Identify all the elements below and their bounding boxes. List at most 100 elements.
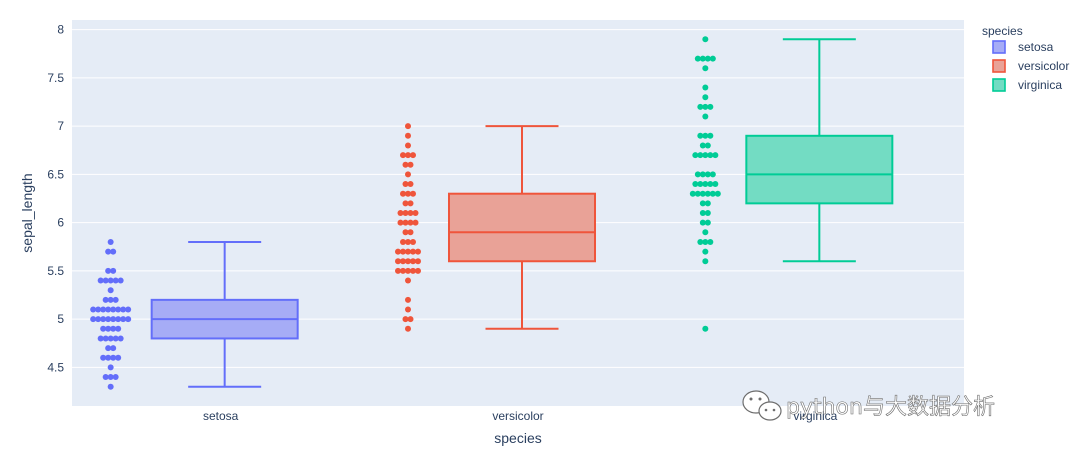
data-point [702, 229, 709, 236]
data-point [105, 325, 112, 332]
x-tick-label: versicolor [492, 409, 543, 423]
y-tick-label: 5 [57, 312, 64, 326]
data-point [694, 190, 701, 197]
data-point [702, 65, 709, 72]
data-point [697, 181, 704, 188]
data-point [692, 181, 699, 188]
data-point [407, 316, 414, 323]
y-tick-labels: 4.5 5 5.5 6 6.5 7 7.5 8 [47, 23, 64, 375]
y-tick-label: 6 [57, 216, 64, 230]
data-point [90, 316, 97, 323]
box-setosa [150, 240, 299, 388]
data-point [407, 200, 414, 207]
data-point [707, 181, 714, 188]
data-point [405, 190, 411, 197]
data-point [107, 383, 114, 390]
data-point [107, 364, 114, 371]
data-point [702, 325, 709, 332]
iqr-box [745, 134, 894, 205]
data-point [704, 171, 711, 178]
data-point [702, 103, 709, 110]
data-point [400, 267, 406, 274]
data-point [107, 238, 114, 245]
data-point [702, 152, 709, 159]
x-tick-labels: setosa versicolor virginica [203, 409, 838, 423]
y-tick-label: 6.5 [47, 167, 64, 181]
data-point [105, 316, 112, 323]
data-point [412, 219, 419, 226]
data-point [702, 36, 709, 43]
data-point [704, 55, 711, 62]
data-point [405, 123, 411, 130]
data-point [702, 258, 709, 265]
data-point [405, 142, 411, 149]
data-point [402, 181, 409, 188]
data-point [707, 103, 714, 110]
data-point [105, 248, 112, 255]
data-point [95, 316, 102, 323]
data-point [714, 190, 721, 197]
data-point [410, 238, 416, 245]
data-point [102, 277, 109, 284]
data-point [397, 210, 404, 216]
data-point [397, 219, 404, 226]
data-point [400, 190, 406, 197]
data-point [704, 190, 711, 197]
data-point [405, 325, 411, 332]
data-point [395, 258, 401, 265]
data-point [699, 55, 706, 62]
legend-swatch [992, 78, 1006, 92]
data-point [699, 142, 706, 149]
data-point [699, 200, 706, 207]
legend-items[interactable]: setosa versicolor virginica [992, 40, 1069, 92]
data-point [110, 267, 117, 274]
data-point [694, 55, 701, 62]
legend-item-versicolor[interactable]: versicolor [992, 59, 1069, 73]
data-point [95, 306, 102, 313]
data-point [405, 132, 411, 139]
data-point [712, 181, 719, 188]
data-point [704, 142, 711, 149]
data-point [697, 152, 704, 159]
legend-label: virginica [1018, 78, 1062, 92]
legend-item-setosa[interactable]: setosa [992, 40, 1054, 54]
data-point [107, 296, 114, 303]
data-point [707, 132, 714, 139]
data-point [100, 325, 107, 332]
watermark-text: python与大数据分析 [786, 395, 995, 420]
data-point [117, 335, 124, 342]
data-point [110, 316, 117, 323]
data-point [97, 335, 104, 342]
data-point [117, 277, 124, 284]
data-point [402, 161, 409, 168]
data-point [115, 306, 122, 313]
data-point [412, 210, 419, 216]
data-point [702, 94, 709, 101]
data-point [707, 238, 714, 245]
data-point [410, 152, 416, 159]
legend-item-virginica[interactable]: virginica [992, 78, 1062, 92]
data-point [90, 306, 97, 313]
data-point [415, 258, 421, 265]
data-point [395, 267, 401, 274]
data-point [410, 248, 416, 255]
data-point [410, 267, 416, 274]
data-point [115, 325, 122, 332]
data-point [112, 335, 119, 342]
x-axis-title: species [494, 430, 541, 446]
data-point [105, 354, 112, 361]
legend[interactable]: species setosa versicolor virginica [982, 24, 1069, 92]
data-point [112, 296, 119, 303]
data-point [712, 152, 719, 159]
data-point [112, 374, 119, 381]
x-tick-label: setosa [203, 409, 239, 423]
data-point [407, 161, 414, 168]
data-point [402, 210, 409, 216]
data-point [707, 152, 714, 159]
data-point [407, 229, 414, 236]
data-point [102, 335, 109, 342]
data-point [702, 113, 709, 120]
data-point [97, 277, 104, 284]
data-point [110, 306, 117, 313]
data-point [704, 200, 711, 207]
